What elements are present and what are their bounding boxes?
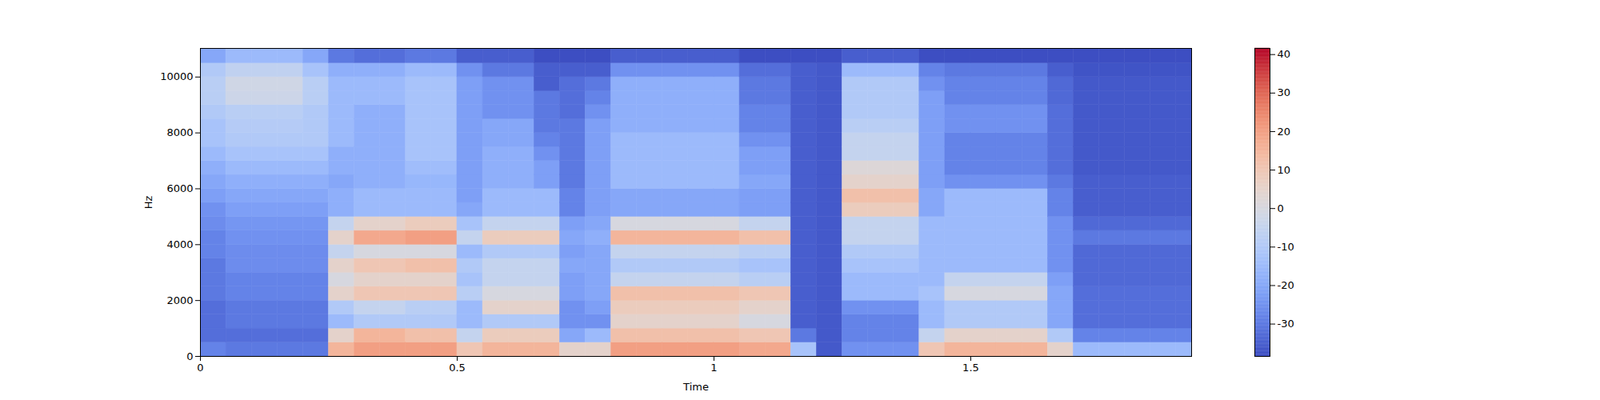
svg-text:6000: 6000 bbox=[166, 182, 193, 195]
svg-text:Hz: Hz bbox=[142, 196, 155, 210]
svg-text:0: 0 bbox=[196, 361, 204, 374]
svg-text:0: 0 bbox=[186, 350, 193, 363]
svg-text:10: 10 bbox=[1277, 164, 1292, 176]
svg-text:0: 0 bbox=[1277, 202, 1284, 215]
svg-text:4000: 4000 bbox=[166, 238, 193, 251]
svg-text:30: 30 bbox=[1277, 86, 1292, 99]
svg-text:2000: 2000 bbox=[166, 294, 193, 307]
svg-text:40: 40 bbox=[1277, 48, 1292, 60]
svg-text:10000: 10000 bbox=[160, 70, 193, 83]
svg-text:-20: -20 bbox=[1277, 279, 1295, 292]
svg-text:1.5: 1.5 bbox=[962, 361, 980, 374]
svg-text:1: 1 bbox=[710, 361, 717, 374]
svg-text:0.5: 0.5 bbox=[448, 361, 466, 374]
svg-text:-10: -10 bbox=[1277, 240, 1295, 253]
svg-text:-30: -30 bbox=[1277, 317, 1295, 330]
svg-text:8000: 8000 bbox=[166, 126, 193, 139]
svg-text:Time: Time bbox=[682, 380, 709, 393]
svg-text:20: 20 bbox=[1277, 125, 1292, 138]
